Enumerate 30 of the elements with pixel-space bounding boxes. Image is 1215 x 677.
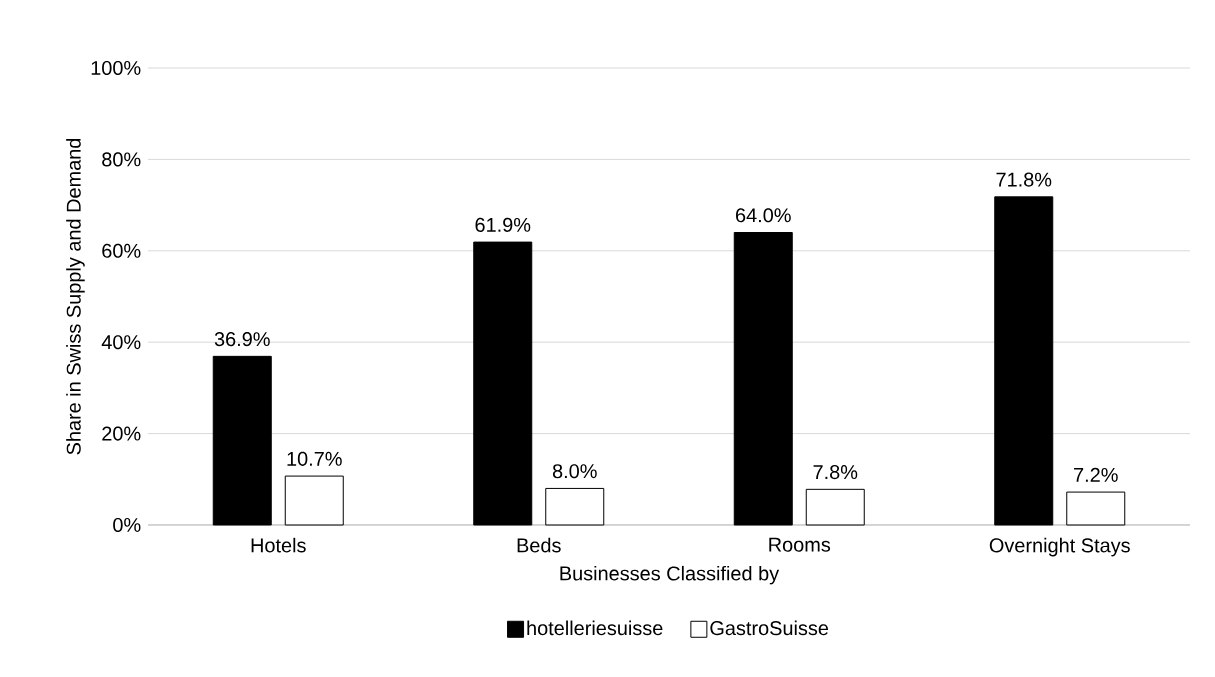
x-axis-title: Businesses Classified by <box>560 565 780 585</box>
bar <box>994 196 1054 526</box>
bar <box>212 355 272 526</box>
y-tick-label: 80% <box>102 152 141 167</box>
bar <box>284 475 344 526</box>
y-tick-label: 60% <box>102 243 141 258</box>
bar <box>545 487 605 526</box>
bar <box>733 232 793 526</box>
x-tick-label: Overnight Stays <box>989 537 1130 557</box>
legend-label: GastroSuisse <box>710 620 829 636</box>
y-tick-label: 20% <box>102 426 141 441</box>
data-label: 8.0% <box>552 464 597 479</box>
y-tick-label: 100% <box>91 60 141 76</box>
x-tick-label: Beds <box>517 537 561 553</box>
data-label: 7.2% <box>1074 467 1118 482</box>
y-tick-label: 0% <box>113 517 141 533</box>
data-label: 64.0% <box>736 208 791 223</box>
data-label: 71.8% <box>996 172 1052 187</box>
legend-label: hotelleriesuisse <box>527 620 663 636</box>
x-tick-label: Hotels <box>251 537 306 553</box>
bar <box>805 488 865 526</box>
bar <box>473 241 533 526</box>
data-label: 10.7% <box>287 451 342 466</box>
data-label: 36.9% <box>214 332 270 347</box>
x-tick-label: Rooms <box>769 537 831 552</box>
y-tick-label: 40% <box>101 335 141 350</box>
bar <box>1066 491 1126 526</box>
y-axis-title: Share in Swiss Supply and Demand <box>66 138 85 455</box>
data-label: 61.9% <box>475 217 531 232</box>
data-label: 7.8% <box>813 465 858 480</box>
